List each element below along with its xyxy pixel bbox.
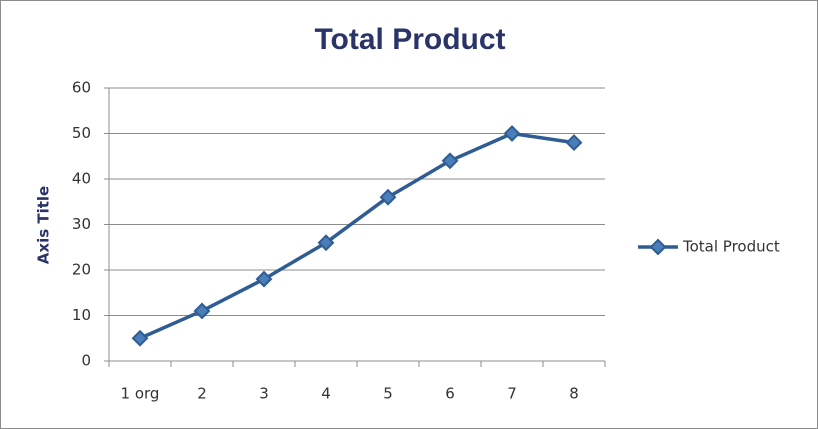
legend-label: Total Product — [682, 238, 780, 256]
y-tick-label: 60 — [72, 79, 91, 97]
x-tick-label: 5 — [383, 385, 393, 403]
x-tick-label: 6 — [445, 385, 455, 403]
data-point — [317, 234, 335, 252]
data-point — [379, 188, 397, 206]
y-tick-label: 40 — [72, 170, 91, 188]
y-tick-label: 50 — [72, 124, 91, 142]
x-tick-label: 4 — [321, 385, 331, 403]
data-point — [193, 302, 211, 320]
data-point — [441, 152, 459, 170]
legend-marker — [649, 238, 667, 256]
y-tick-label: 10 — [72, 306, 91, 324]
y-axis-title: Axis Title — [35, 186, 53, 264]
x-tick-label: 7 — [507, 385, 517, 403]
data-point — [503, 125, 521, 142]
x-tick-label: 2 — [197, 385, 207, 403]
y-tick-label: 0 — [81, 352, 91, 370]
x-tick-label: 8 — [569, 385, 579, 403]
y-tick-label: 30 — [72, 215, 91, 233]
data-line — [139, 131, 575, 340]
y-tick-label: 20 — [72, 261, 91, 279]
x-tick-label: 1 org — [121, 385, 160, 403]
data-point — [565, 134, 583, 152]
data-point — [255, 270, 273, 288]
data-point — [131, 329, 149, 347]
chart-title: Total Product — [314, 23, 505, 56]
x-tick-label: 3 — [259, 385, 269, 403]
